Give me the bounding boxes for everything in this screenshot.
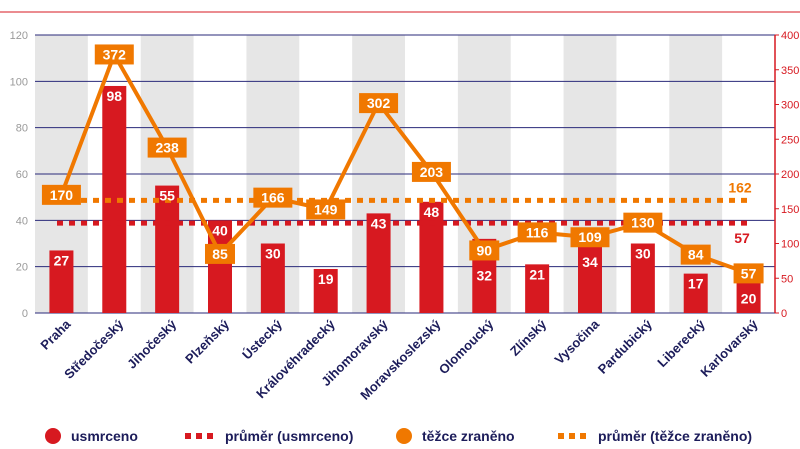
right-axis-tick-label: 100 [781,239,799,251]
bar-value-label: 32 [476,267,492,283]
chart: 0 20 40 60 80 100 120 0 50 100 150 200 250 300 350 400 2… [0,11,800,403]
category-label: Liberecký [654,316,708,370]
category-label: Plzeňský [182,316,232,366]
line-point-marker [147,137,187,158]
category-label: Jihočeský [124,316,180,372]
bar-value-label: 98 [106,88,122,104]
line-point-marker [359,93,399,114]
bar [49,250,74,313]
legend-dash-icon [185,433,213,439]
legend-label: průměr (těžce zraněno) [598,428,753,444]
line-value-label: 166 [261,190,285,206]
line-value-label: 238 [155,140,179,156]
line-point-marker [680,244,711,265]
right-axis-tick-label: 400 [781,30,799,42]
legend-avg-tezce-zraneno: průměr (těžce zraněno) [558,428,752,444]
bar-value-label: 40 [212,222,228,238]
line-point-marker [623,212,663,233]
bar-value-label: 55 [159,188,175,204]
line-value-label: 90 [476,242,492,258]
right-axis-tick-label: 150 [781,204,799,216]
bar [683,273,708,313]
line-value-label: 109 [578,229,602,245]
line-value-label: 149 [314,201,338,217]
bar-value-label: 43 [371,215,387,231]
legend: usmrceno průměr (usmrceno) těžce zraněno… [0,428,800,448]
bar-value-label: 20 [741,290,757,306]
right-axis-tick-label: 350 [781,65,799,77]
average-label-usmrceno: 57 [734,230,750,246]
line-value-label: 170 [50,187,74,203]
category-label: Olomoucký [436,316,497,377]
line-point-marker [570,227,610,248]
line-point-marker [517,222,557,243]
legend-avg-usmrceno: průměr (usmrceno) [185,428,353,444]
line-value-label: 84 [688,247,704,263]
right-axis-tick-label: 50 [781,273,793,285]
line-point-marker [205,243,235,264]
right-axis-tick-label: 0 [781,308,787,320]
right-axis-tick-label: 250 [781,134,799,146]
category-label: Zlínský [507,316,550,359]
legend-dot-icon [396,428,412,444]
line-value-label: 130 [631,215,655,231]
bar [155,185,180,313]
bar-value-label: 21 [529,266,545,282]
bar [260,243,285,313]
category-label: Ústecký [239,316,285,362]
legend-usmrceno: usmrceno [45,428,138,444]
legend-tezce-zraneno: těžce zraněno [396,428,515,444]
line-value-label: 116 [526,224,549,240]
bar-value-label: 30 [635,246,651,262]
legend-label: těžce zraněno [422,428,515,444]
line-point-marker [306,199,346,220]
category-label: Vysočina [551,316,602,367]
line-point-marker [41,184,81,205]
bar [313,268,338,313]
left-axis-tick-label: 0 [22,308,28,320]
line-point-marker [733,263,764,284]
category-label: Praha [37,316,74,353]
left-axis-tick-label: 80 [16,123,28,135]
legend-dash-icon [558,433,586,439]
bar-value-label: 19 [318,271,334,287]
legend-dot-icon [45,428,61,444]
bar [525,264,550,313]
line-value-label: 85 [212,246,228,262]
bar-value-label: 48 [424,204,440,220]
bar [419,201,444,313]
category-label: Pardubický [595,316,656,377]
left-axis-tick-label: 60 [16,169,28,181]
bar-value-label: 27 [54,252,70,268]
legend-label: usmrceno [71,428,138,444]
bar-value-label: 17 [688,276,704,292]
line-value-label: 57 [741,265,757,281]
average-label-tezce-zraneno: 162 [728,179,752,195]
bar [366,213,391,313]
left-axis-tick-label: 120 [10,30,28,42]
legend-label: průměr (usmrceno) [225,428,354,444]
line-value-label: 203 [420,164,444,180]
line-point-marker [411,161,451,182]
line-point-marker [94,44,134,65]
category-label: Karlovarský [697,316,761,380]
left-axis-tick-label: 40 [16,215,28,227]
bar [630,243,655,313]
right-axis-tick-label: 300 [781,100,799,112]
left-axis-tick-label: 100 [10,76,28,88]
bar [578,234,602,313]
right-axis-tick-label: 200 [781,169,799,181]
line-point-marker [469,240,500,261]
left-axis-tick-label: 20 [16,262,28,274]
line-point-marker [253,187,293,208]
bar-value-label: 30 [265,246,281,262]
line-value-label: 372 [103,46,127,62]
bar-value-label: 34 [582,254,598,270]
line-value-label: 302 [367,95,391,111]
